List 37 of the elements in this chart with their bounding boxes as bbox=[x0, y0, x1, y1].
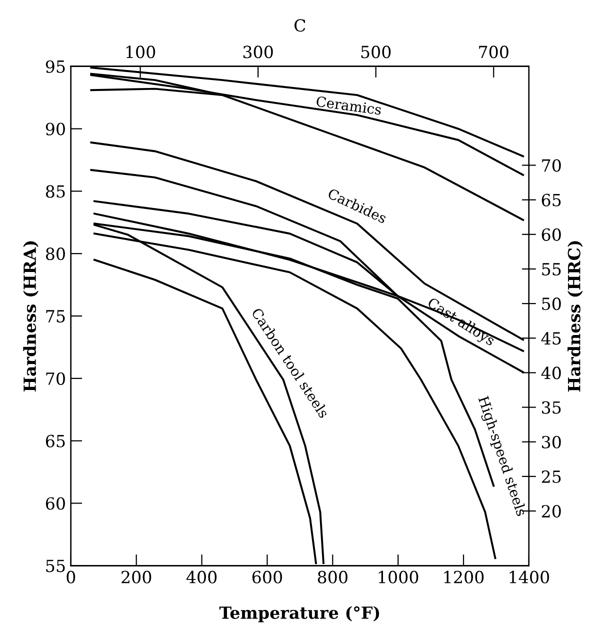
y-tick-label: 90 bbox=[46, 122, 65, 136]
x-tick-label: 200 bbox=[122, 570, 152, 584]
y2-tick-label: 30 bbox=[542, 436, 561, 448]
y2-tick-label: 35 bbox=[542, 401, 561, 414]
y2-tick-label: 55 bbox=[542, 263, 561, 276]
x2-tick-label: 500 bbox=[361, 46, 391, 58]
y2-tick-label: 20 bbox=[542, 504, 561, 518]
y-axis-title: Hardness (HRA) bbox=[23, 241, 38, 392]
x2-tick-label: 100 bbox=[126, 46, 156, 58]
y-tick-label: 55 bbox=[46, 560, 65, 572]
y2-tick-label: 60 bbox=[542, 228, 561, 241]
y2-tick-label: 65 bbox=[542, 194, 561, 206]
x-tick-label: 400 bbox=[186, 570, 217, 584]
y-tick-label: 95 bbox=[46, 60, 65, 73]
text: Ceramics bbox=[316, 96, 382, 115]
x-tick-label: 600 bbox=[252, 570, 282, 584]
x-tick-label: 800 bbox=[318, 570, 348, 584]
x-axis-title: Temperature (°F) bbox=[219, 606, 380, 622]
y2-tick-label: 50 bbox=[542, 298, 561, 310]
y-tick-label: 60 bbox=[46, 497, 65, 510]
x-tick-label: 0 bbox=[66, 570, 76, 584]
x-tick-label: 1000 bbox=[378, 570, 418, 584]
y-tick-label: 85 bbox=[46, 185, 65, 198]
y-tick-label: 65 bbox=[46, 434, 65, 448]
y-tick-label: 75 bbox=[46, 310, 65, 323]
x-tick-label: 1200 bbox=[444, 570, 484, 584]
y2-tick-label: 25 bbox=[542, 470, 561, 483]
x-tick-label: 1400 bbox=[510, 570, 550, 584]
y-tick-label: 80 bbox=[46, 248, 65, 260]
x2-tick-label: 300 bbox=[243, 46, 273, 58]
y-tick-label: 70 bbox=[46, 372, 65, 385]
y2-tick-label: 45 bbox=[541, 332, 561, 345]
y2-axis-title: Hardness (HRC) bbox=[568, 241, 583, 392]
x2-axis-title: C bbox=[294, 19, 306, 32]
y2-tick-label: 70 bbox=[542, 159, 561, 172]
y2-tick-label: 40 bbox=[541, 366, 561, 380]
x2-tick-label: 700 bbox=[479, 46, 508, 58]
